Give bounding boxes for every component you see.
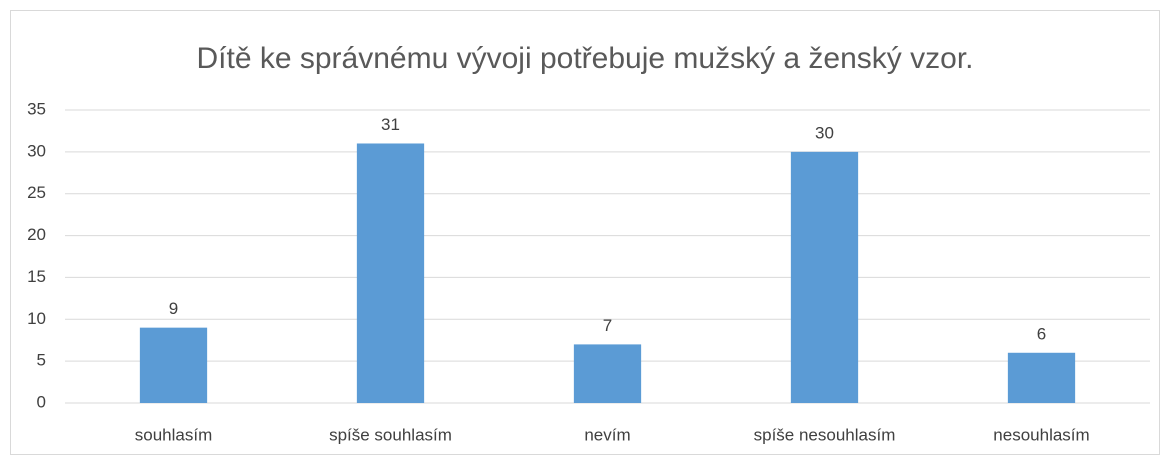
- y-tick-label: 20: [27, 225, 46, 244]
- data-label: 31: [381, 115, 400, 134]
- x-tick-label: spíše nesouhlasím: [754, 425, 896, 444]
- bar: [790, 151, 859, 403]
- data-label: 6: [1037, 324, 1046, 343]
- y-tick-label: 0: [37, 392, 46, 411]
- data-label: 9: [169, 299, 178, 318]
- bar: [573, 344, 642, 403]
- bar: [1007, 352, 1076, 403]
- y-tick-label: 30: [27, 141, 46, 160]
- x-tick-label: spíše souhlasím: [329, 425, 452, 444]
- data-label: 7: [603, 316, 612, 335]
- y-tick-label: 5: [37, 351, 46, 370]
- y-tick-label: 15: [27, 267, 46, 286]
- chart-title: Dítě ke správnému vývoji potřebuje mužsk…: [197, 42, 974, 75]
- data-label: 30: [815, 123, 834, 142]
- x-tick-label: souhlasím: [135, 425, 212, 444]
- y-tick-label: 10: [27, 309, 46, 328]
- bar: [356, 143, 425, 403]
- y-tick-label: 25: [27, 183, 46, 202]
- x-tick-label: nevím: [584, 425, 630, 444]
- x-tick-label: nesouhlasím: [993, 425, 1089, 444]
- y-tick-label: 35: [27, 99, 46, 118]
- bar: [139, 327, 208, 403]
